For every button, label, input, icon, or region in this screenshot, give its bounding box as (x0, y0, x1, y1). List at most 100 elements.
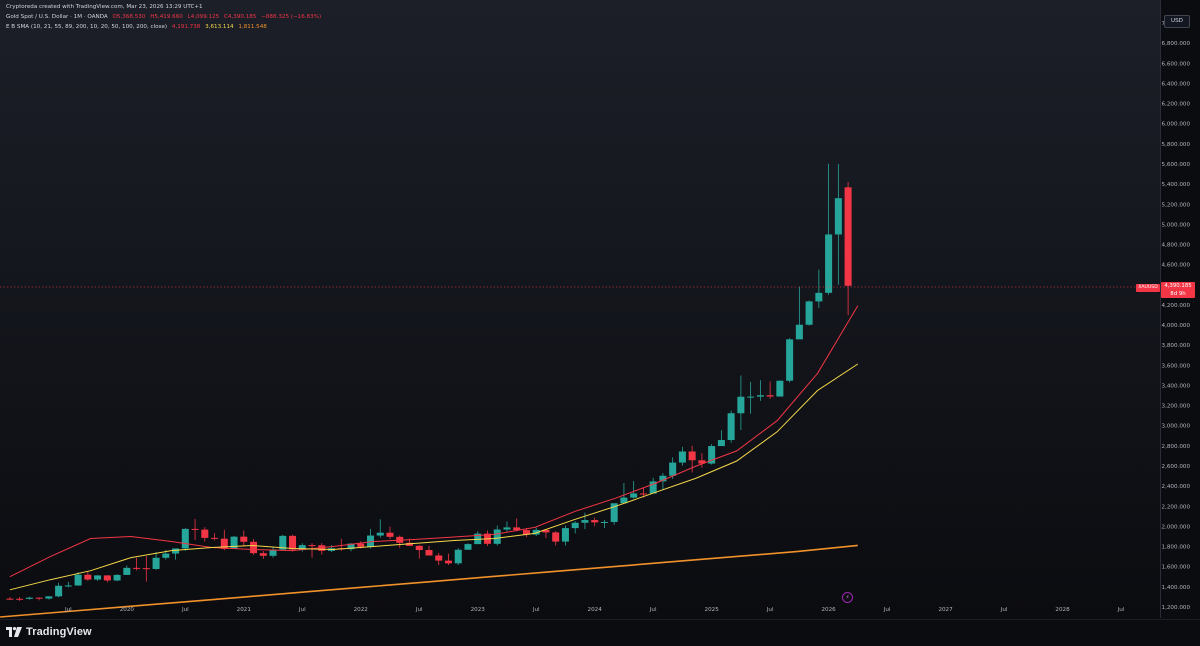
candle-body (172, 548, 180, 554)
x-tick-label: 2025 (705, 607, 720, 613)
candle-body (766, 395, 774, 397)
candle-body (610, 503, 618, 522)
candle-body (123, 567, 131, 575)
y-tick-label: 2,200.000 (1162, 504, 1191, 510)
candle-body (220, 538, 228, 549)
indicator-title[interactable]: E B SMA (10, 21, 55, 89, 200, 10, 20, 50… (6, 24, 168, 30)
y-tick-label: 2,000.000 (1162, 524, 1191, 530)
x-axis-group: Jul 2020 Jul 2021 Jul 2022 Jul 2023 Jul 2024 Jul 20… (64, 607, 1125, 613)
symbol-price-tag: XAUUSD (1136, 284, 1160, 292)
candle-body (35, 597, 43, 599)
candle-body (756, 395, 764, 397)
candle-body (708, 446, 716, 464)
candle-body (64, 585, 72, 587)
y-tick-label: 1,600.000 (1162, 565, 1191, 571)
symbol-legend[interactable]: Gold Spot / U.S. Dollar · 1M · OANDA O5,… (6, 14, 324, 20)
candle-body (181, 528, 189, 549)
candle-body (571, 522, 579, 529)
candle-body (649, 481, 657, 494)
chart-area[interactable]: 1,200.000 1,400.000 1,600.000 1,800.000 2,00… (0, 0, 1190, 618)
y-tick-label: 3,000.000 (1162, 424, 1191, 430)
candle-body (688, 451, 696, 461)
candle-body (386, 532, 394, 537)
y-tick-label: 4,600.000 (1162, 263, 1191, 269)
ohlc-close: C4,390.185 (224, 14, 257, 20)
y-tick-label: 5,800.000 (1162, 142, 1191, 148)
ohlc-high: H5,419.660 (150, 14, 183, 20)
candle-body (659, 475, 667, 482)
candle-body (211, 537, 219, 539)
moving-averages-group (0, 305, 859, 618)
candle-body (298, 545, 306, 550)
x-tick-label: 2024 (588, 607, 603, 613)
candle-body (776, 380, 784, 397)
y-axis-group: 1,200.000 1,400.000 1,600.000 1,800.000 2,00… (1162, 21, 1191, 611)
candle-body (142, 568, 150, 570)
y-tick-label: 1,200.000 (1162, 605, 1191, 611)
candle-body (717, 440, 725, 447)
currency-button[interactable]: USD (1164, 15, 1190, 28)
y-tick-label: 2,600.000 (1162, 464, 1191, 470)
y-tick-label: 2,400.000 (1162, 484, 1191, 490)
candle-body (45, 596, 53, 599)
candle-body (698, 460, 706, 464)
event-marker-icon[interactable]: ⚡ (842, 592, 853, 603)
candle-body (552, 532, 560, 542)
x-tick-label: Jul (415, 607, 423, 613)
ma-line-1 (9, 305, 859, 578)
candle-body (279, 535, 287, 550)
x-tick-label: Jul (883, 607, 891, 613)
candle-body (522, 530, 530, 535)
y-tick-label: 4,200.000 (1162, 303, 1191, 309)
candle-body (289, 535, 297, 550)
y-tick-label: 3,400.000 (1162, 383, 1191, 389)
candle-body (678, 451, 686, 463)
candle-body (600, 521, 608, 523)
x-tick-label: 2026 (821, 607, 836, 613)
candle-body (152, 557, 160, 569)
bar-countdown: 8d 9h (1170, 291, 1186, 297)
tradingview-logo[interactable]: TradingView (6, 626, 92, 638)
candle-body (6, 598, 14, 600)
indicator-value-3: 1,811.548 (238, 24, 267, 30)
x-tick-label: Jul (1117, 607, 1125, 613)
candle-body (591, 520, 599, 523)
candle-body (269, 549, 277, 556)
candle-body (542, 529, 550, 533)
indicator-legend[interactable]: E B SMA (10, 21, 55, 89, 200, 10, 20, 50… (6, 24, 270, 30)
y-tick-label: 3,200.000 (1162, 404, 1191, 410)
candle-body (347, 543, 355, 550)
x-tick-label: Jul (298, 607, 306, 613)
candle-body (815, 292, 823, 302)
indicator-value-1: 4,191.738 (171, 24, 201, 30)
y-tick-label: 6,600.000 (1162, 61, 1191, 67)
ohlc-change: −888.325 (−16.83%) (261, 14, 322, 20)
x-tick-label: 2023 (471, 607, 486, 613)
candle-body (620, 497, 628, 504)
candle-body (561, 528, 569, 542)
candle-body (133, 567, 141, 569)
x-tick-label: 2022 (354, 607, 368, 613)
symbol-title[interactable]: Gold Spot / U.S. Dollar · 1M · OANDA (6, 14, 108, 20)
candle-body (366, 535, 375, 547)
x-tick-label: 2020 (120, 607, 135, 613)
last-price-value: 4,390.185 (1164, 283, 1192, 289)
candle-body (162, 553, 170, 558)
x-tick-label: 2027 (938, 607, 953, 613)
price-chart[interactable]: 1,200.000 1,400.000 1,600.000 1,800.000 2,00… (0, 0, 1200, 618)
footer: TradingView (0, 619, 1200, 646)
price-axis-separator (1160, 0, 1161, 618)
ma-line-3 (0, 544, 858, 618)
y-tick-label: 4,000.000 (1162, 323, 1191, 329)
candle-body (191, 528, 199, 530)
y-tick-label: 3,600.000 (1162, 363, 1191, 369)
ma-line-2 (9, 363, 859, 591)
x-tick-label: 2021 (237, 607, 252, 613)
x-tick-label: Jul (64, 607, 72, 613)
chart-attribution: Cryptoreda created with TradingView.com,… (6, 4, 203, 10)
ohlc-open: O5,368.530 (112, 14, 146, 20)
candle-body (55, 585, 63, 597)
candle-body (493, 529, 501, 544)
candle-body (25, 597, 33, 599)
y-tick-label: 5,200.000 (1162, 202, 1191, 208)
